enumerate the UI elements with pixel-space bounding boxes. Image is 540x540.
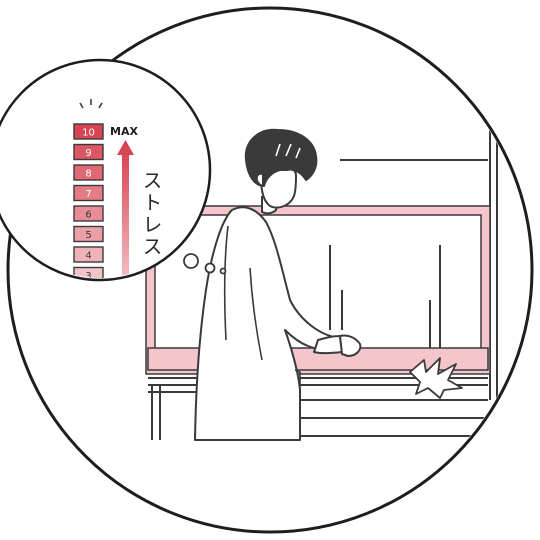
- stress-level-fill: [73, 184, 104, 202]
- hair: [244, 128, 318, 187]
- stress-level-label: 10: [82, 128, 95, 139]
- spark-icon: [409, 357, 463, 399]
- person: [194, 128, 362, 441]
- stress-level-box: 7: [73, 184, 104, 202]
- burst-lines-icon: [79, 99, 103, 109]
- stress-level-fill: [73, 143, 104, 161]
- stress-level-label: 3: [85, 271, 91, 282]
- fume-hood: [145, 120, 498, 440]
- stress-level-label: 9: [85, 148, 91, 159]
- stress-level-fill: [73, 164, 104, 181]
- lab-coat: [194, 206, 341, 441]
- lab-scene: [145, 120, 498, 441]
- stress-vertical-label: ストレス: [139, 170, 163, 258]
- stress-level-box: 8: [73, 164, 104, 181]
- hand: [339, 334, 362, 357]
- stress-level-fill: [73, 246, 104, 263]
- stress-level-label: 6: [85, 210, 91, 221]
- max-label: MAX: [110, 125, 138, 138]
- stress-level-box: 6: [73, 205, 104, 222]
- stress-level-box: 9: [73, 143, 104, 161]
- stress-level-fill: [73, 205, 104, 222]
- stress-level-box: 5: [73, 225, 104, 243]
- stress-level-label: 8: [85, 169, 91, 180]
- stress-level-label: 7: [85, 189, 91, 200]
- thought-dots: [183, 253, 227, 275]
- stress-level-label: 5: [85, 230, 91, 241]
- stress-level-fill: [73, 225, 104, 243]
- stress-callout: 1098765432 MAX ストレス: [0, 58, 212, 282]
- stress-level-label: 4: [85, 251, 91, 262]
- stress-level-box: 4: [73, 246, 104, 263]
- stress-level-box: 10: [73, 123, 104, 140]
- arrow-up-icon: [117, 140, 134, 278]
- stress-level-stack: 1098765432: [73, 123, 104, 282]
- stress-level-fill: [73, 123, 104, 140]
